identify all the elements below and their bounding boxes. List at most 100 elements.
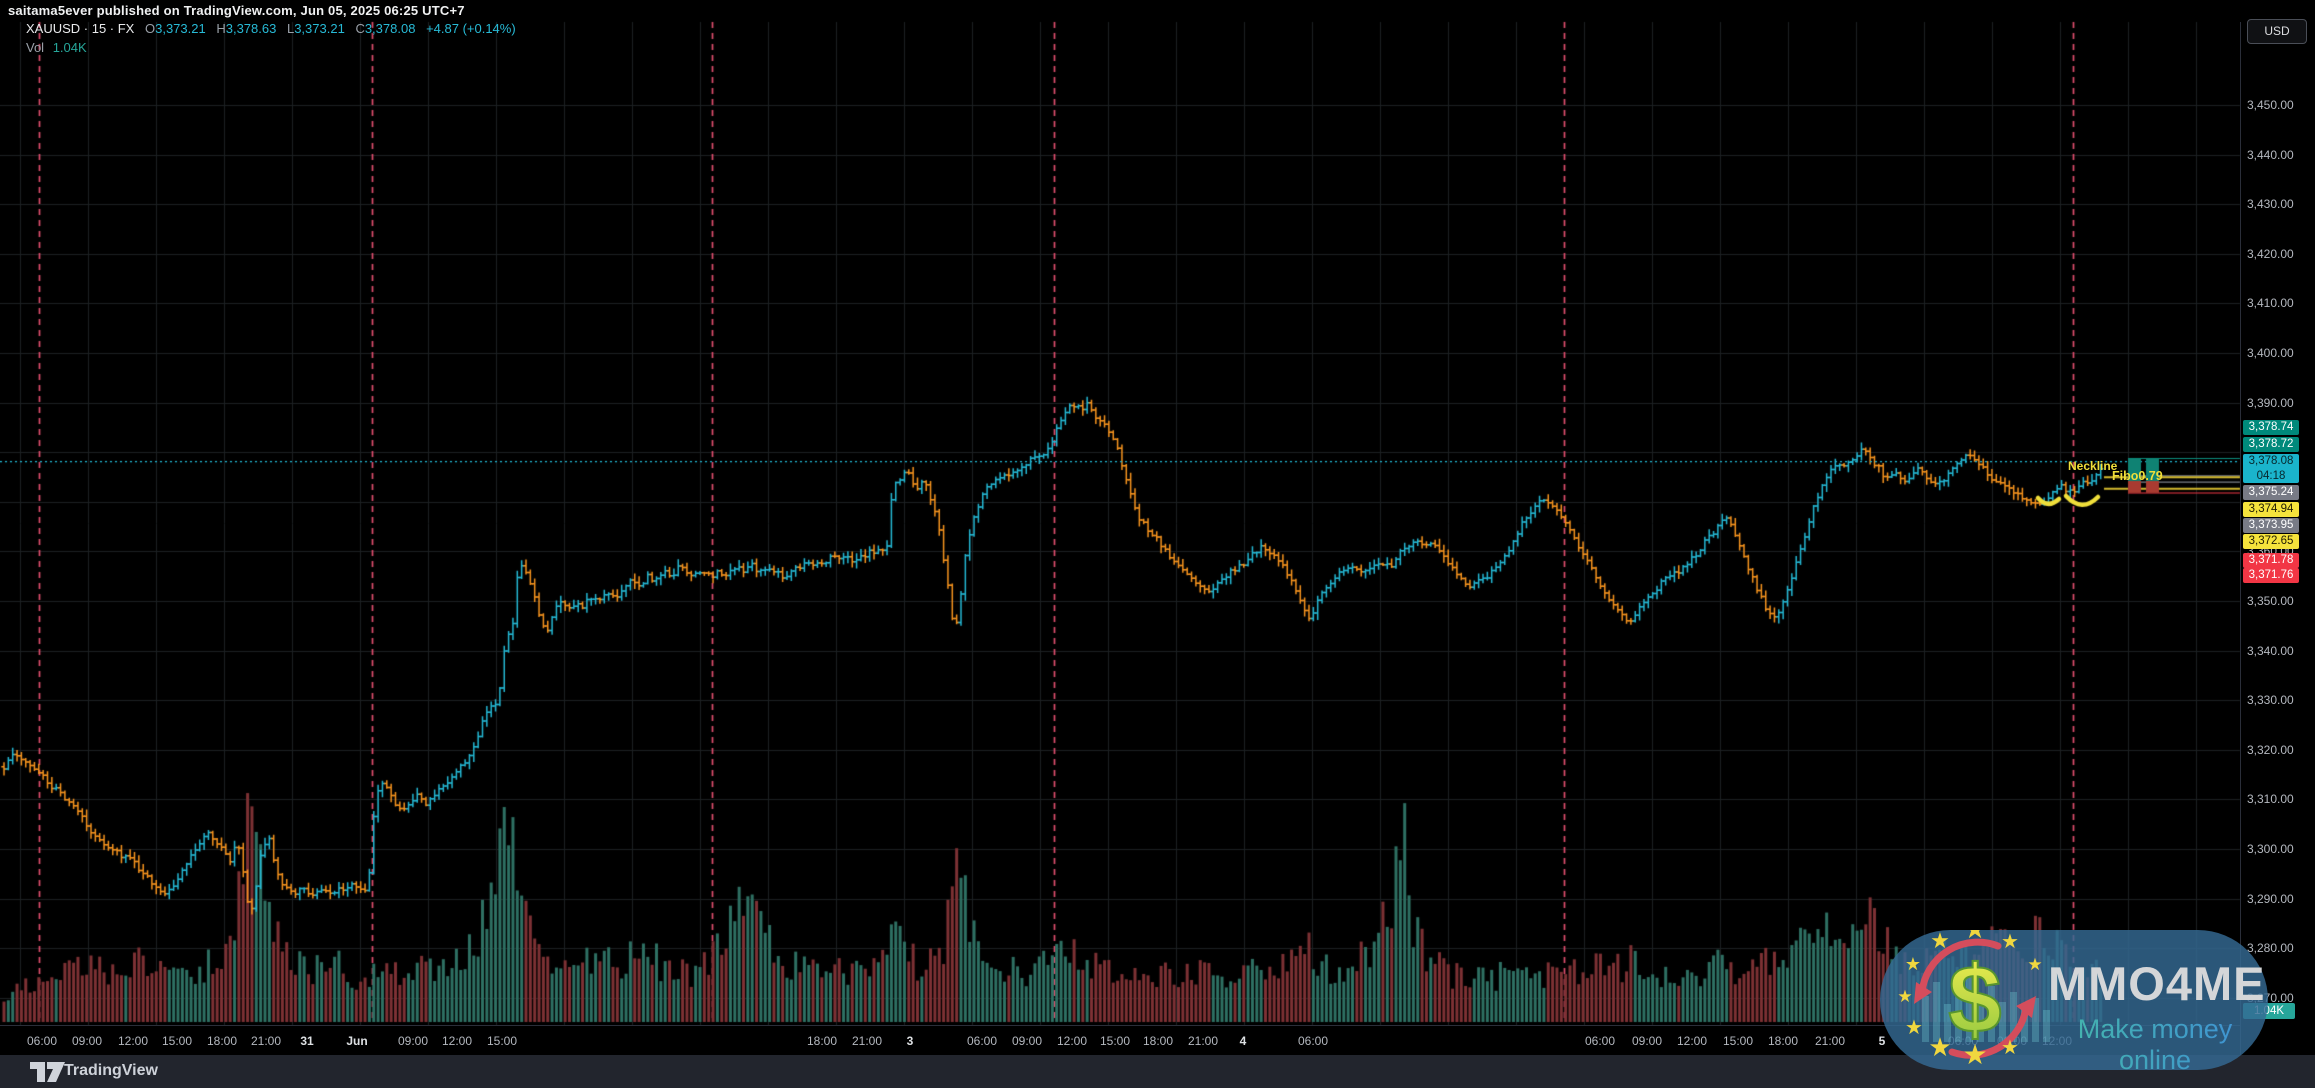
price-badge-value: 3,371.78 [2248,554,2294,566]
close-label: C [355,21,365,36]
price-badge-value: 3,372.65 [2248,535,2294,547]
time-axis-label: 3 [906,1034,914,1048]
time-axis-label: 31 [300,1034,314,1048]
price-badge-value: 3,378.74 [2248,421,2294,433]
time-axis-label: 15:00 [1722,1034,1754,1048]
price-badge-value: 3,371.76 [2248,569,2294,581]
time-axis-label: 06:00 [26,1034,58,1048]
price-axis-label: 3,330.00 [2247,693,2294,708]
time-axis-label: 06:00 [1584,1034,1616,1048]
price-axis-label: 3,290.00 [2247,891,2294,906]
time-axis-label: 12:00 [441,1034,473,1048]
time-axis-label: 21:00 [1814,1034,1846,1048]
high-label: H [216,21,226,36]
svg-text:★: ★ [1928,1033,1951,1063]
price-badge: 3,374.94 [2243,502,2299,517]
volume-value: 1.04K [52,40,87,55]
price-badge-value: 3,378.72 [2248,438,2294,450]
symbol-legend[interactable]: XAUUSD · 15 · FX O3,373.21 H3,378.63 L3,… [26,21,516,36]
price-badge-value: 3,373.95 [2248,519,2294,531]
price-axis[interactable]: USD 3,450.00 3,440.00 3,430.00 3,420.00 3,41… [2240,19,2315,1055]
low-value: 3,373.21 [294,21,345,36]
countdown-timer: 04:18 [2256,470,2286,482]
time-axis-label: 21:00 [1187,1034,1219,1048]
tradingview-brand[interactable]: TradingView [64,1062,158,1079]
time-axis-label: Jun [346,1034,368,1048]
time-axis-label: 12:00 [1056,1034,1088,1048]
price-badge: 3,371.78 [2243,553,2299,568]
svg-text:★: ★ [1962,1038,1987,1070]
time-axis-label: 09:00 [71,1034,103,1048]
price-badge: 3,378.74 [2243,420,2299,435]
price-axis-label: 3,390.00 [2247,395,2294,410]
price-badge: 3,371.76 [2243,568,2299,583]
time-axis-label: 18:00 [806,1034,838,1048]
open-label: O [144,21,156,36]
svg-text:★: ★ [1930,930,1950,954]
time-axis-label: 15:00 [161,1034,193,1048]
open-value: 3,373.21 [155,21,206,36]
price-axis-label: 3,410.00 [2247,296,2294,311]
price-axis-label: 3,420.00 [2247,246,2294,261]
svg-text:★: ★ [1897,987,1912,1007]
price-badge-value: 3,375.24 [2248,486,2294,498]
time-axis-label: 06:00 [966,1034,998,1048]
dollar-icon: $ [1948,946,2001,1053]
price-badge: 3,372.65 [2243,534,2299,549]
watermark-subtitle: Make money online [2048,1014,2262,1076]
volume-legend: Vol 1.04K [26,40,87,55]
watermark-title: MMO4ME [2048,957,2266,1010]
svg-text:★: ★ [1905,1015,1923,1039]
time-axis-label: 12:00 [117,1034,149,1048]
neckline-annotation[interactable]: Neckline [2068,459,2118,473]
svg-text:★: ★ [1905,954,1921,975]
time-axis-label: 09:00 [1631,1034,1663,1048]
time-axis-label: 18:00 [1142,1034,1174,1048]
svg-text:★: ★ [2001,1035,2019,1059]
price-axis-label: 3,300.00 [2247,842,2294,856]
price-badge: 3,375.24 [2243,485,2299,500]
time-axis-label: 21:00 [851,1034,883,1048]
symbol-title[interactable]: XAUUSD · 15 · FX [26,21,135,36]
price-badge: 3,373.95 [2243,518,2299,533]
price-axis-label: 3,340.00 [2247,643,2294,658]
svg-text:★: ★ [2001,930,2019,953]
time-axis-label: 12:00 [1676,1034,1708,1048]
time-axis-label: 21:00 [250,1034,282,1048]
low-label: L [286,21,295,36]
time-axis-label: 18:00 [206,1034,238,1048]
price-badge: 3,378.72 [2243,437,2299,452]
fibo-annotation[interactable]: Fibo0.79 [2112,469,2163,483]
tradingview-logo-icon[interactable] [30,1061,66,1083]
price-axis-label: 3,320.00 [2247,742,2294,757]
volume-label: Vol [26,40,45,55]
price-badge-value: 3,374.94 [2248,503,2294,515]
price-axis-label: 3,310.00 [2247,792,2294,807]
high-value: 3,378.63 [225,21,277,36]
svg-text:★: ★ [2027,955,2042,975]
currency-button[interactable]: USD [2247,19,2307,44]
time-axis-label: 06:00 [1297,1034,1329,1048]
time-axis[interactable]: 06:00 09:00 12:00 15:00 18:00 21:00 31 Jun 09:00… [0,1025,2240,1056]
svg-text:★: ★ [1963,930,1986,945]
publish-note: saitama5ever published on TradingView.co… [8,3,465,18]
price-axis-label: 3,350.00 [2247,594,2294,608]
time-axis-label: 5 [1878,1034,1886,1048]
price-badge-value: 3,378.08 [2248,455,2294,467]
change-value: +4.87 (+0.14%) [426,21,516,36]
close-value: 3,378.08 [364,21,416,36]
price-axis-label: 3,450.00 [2247,98,2294,112]
price-axis-label: 3,400.00 [2247,346,2294,360]
price-axis-label: 3,280.00 [2247,941,2294,956]
time-axis-label: 15:00 [486,1034,518,1048]
time-axis-label: 09:00 [1011,1034,1043,1048]
mmo4me-logo-icon: ★ ★ ★ ★ ★ ★ ★ ★ ★ ★ $ [1897,930,2050,1070]
price-badge: 3,378.08 04:18 [2243,454,2299,483]
time-axis-label: 4 [1239,1034,1247,1048]
time-axis-label: 18:00 [1767,1034,1799,1048]
price-axis-label: 3,440.00 [2247,147,2294,162]
price-axis-label: 3,430.00 [2247,197,2294,212]
time-axis-label: 15:00 [1099,1034,1131,1048]
